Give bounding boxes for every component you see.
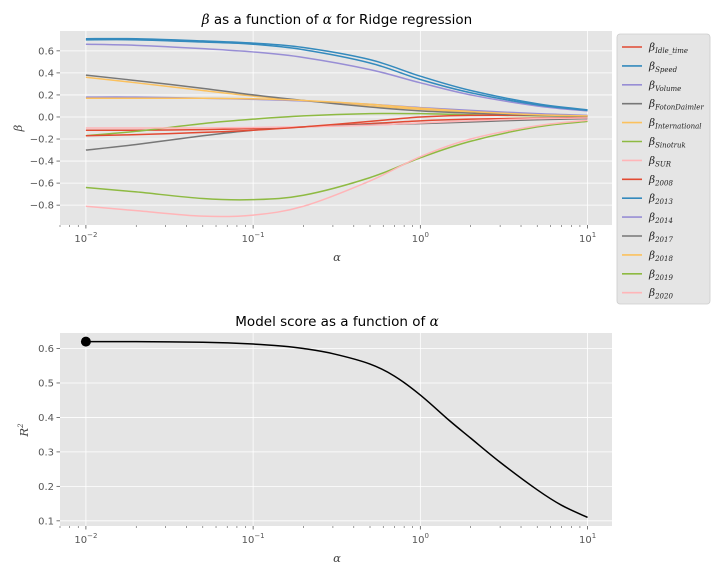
series-line-2017 — [85, 74, 588, 118]
legend-entry: βSUR — [648, 155, 672, 169]
legend-entry: β2020 — [648, 287, 673, 301]
score-x-tick-label: 100 — [412, 532, 429, 546]
legend: βIdle_time βSpeed βVolume βFotonDaimler βInt… — [616, 33, 711, 305]
series-line-speed — [85, 37, 588, 111]
score-y-tick-label: 0.2 — [38, 482, 54, 493]
coefficients-y-tick-label: −0.6 — [30, 179, 54, 190]
coefficients-y-tick-label: −0.4 — [30, 157, 54, 168]
legend-entry: β2018 — [648, 249, 673, 263]
y-axis-label-coefficients: β — [11, 124, 25, 132]
legend-entry: βInternational — [648, 117, 702, 131]
max-score-marker — [80, 336, 91, 347]
series-line-2020 — [85, 119, 588, 218]
coefficients-x-tick-label: 101 — [579, 231, 596, 245]
legend-entry: βFotonDaimler — [648, 98, 704, 112]
score-y-tick-label: 0.5 — [38, 378, 54, 389]
plot-area-score — [60, 333, 612, 526]
score-y-tick-label: 0.4 — [38, 413, 54, 424]
score-y-tick-label: 0.6 — [38, 344, 54, 355]
model-score-chart: Model score as a function of α 10−2 10−1 1… — [17, 314, 612, 565]
series-line-2019 — [85, 120, 588, 201]
legend-entry: βSpeed — [648, 60, 678, 74]
series-line-2008 — [85, 114, 588, 137]
series-line-2018 — [85, 97, 588, 117]
legend-entry: β2014 — [648, 212, 673, 226]
coefficients-x-tick-label: 10−1 — [242, 231, 265, 245]
legend-entry: β2017 — [648, 231, 673, 245]
coefficients-y-tick-label: 0.0 — [38, 112, 54, 123]
score-x-tick-label: 101 — [579, 532, 596, 546]
x-axis-label-score: α — [333, 551, 341, 565]
coefficients-y-tick-label: 0.6 — [38, 46, 54, 57]
y-axis-label-score: R2 — [17, 423, 31, 438]
score-y-tick-label: 0.1 — [38, 516, 54, 527]
score-x-tick-label: 10−1 — [242, 532, 265, 546]
ridge-coefficients-chart: β as a function of α for Ridge regressio… — [11, 12, 612, 264]
legend-entry: β2013 — [648, 193, 673, 207]
series-line-2013 — [85, 38, 588, 112]
legend-box — [616, 33, 711, 305]
score-y-tick-label: 0.3 — [38, 447, 54, 458]
series-line-volume — [85, 43, 588, 112]
legend-entry: βIdle_time — [648, 42, 688, 56]
series-line-sur — [85, 117, 588, 129]
coefficients-y-tick-label: −0.2 — [30, 135, 54, 146]
coefficients-y-tick-label: 0.2 — [38, 90, 54, 101]
legend-entry: βVolume — [648, 79, 681, 93]
score-line — [85, 340, 588, 519]
chart-title-score: Model score as a function of α — [235, 314, 438, 330]
coefficients-y-tick-label: −0.8 — [30, 201, 54, 212]
legend-entry: β2008 — [648, 174, 673, 188]
coefficients-x-tick-label: 100 — [412, 231, 429, 245]
legend-entry: β2019 — [648, 268, 673, 282]
coefficients-x-tick-label: 10−2 — [74, 231, 97, 245]
chart-title-coefficients: β as a function of α for Ridge regressio… — [201, 12, 472, 28]
x-axis-label-coefficients: α — [333, 250, 341, 264]
coefficients-y-tick-label: 0.4 — [38, 68, 54, 79]
score-x-tick-label: 10−2 — [74, 532, 97, 546]
legend-entry: βSinotruk — [648, 136, 686, 150]
